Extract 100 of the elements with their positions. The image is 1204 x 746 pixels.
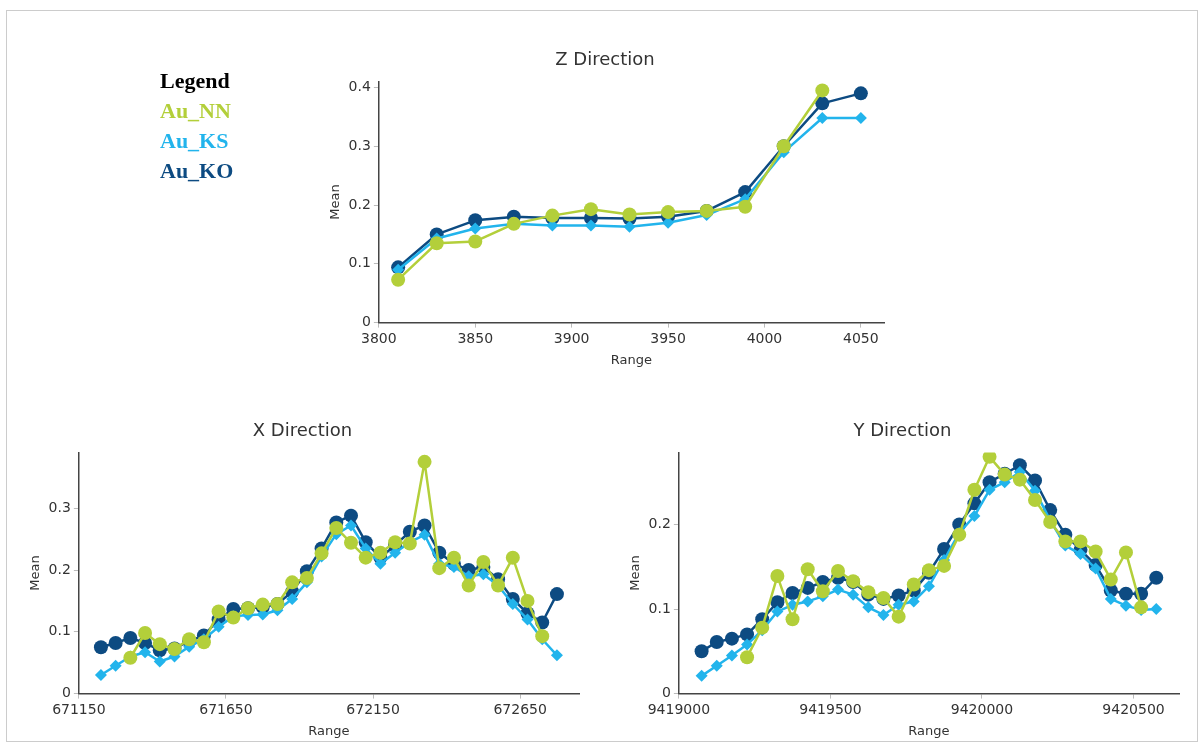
point <box>741 638 754 651</box>
y-tick-label: 0.2 <box>648 515 671 532</box>
point <box>93 640 108 655</box>
x-tick-label: 3850 <box>457 329 494 346</box>
point <box>196 635 211 650</box>
point <box>314 546 329 561</box>
point <box>391 272 406 287</box>
point <box>417 454 432 469</box>
point <box>109 659 122 672</box>
point <box>506 598 519 610</box>
point <box>344 535 358 550</box>
x-tick-label: 9420500 <box>1102 700 1165 717</box>
point <box>815 584 830 599</box>
y-tick-label: 0.1 <box>348 254 371 271</box>
point <box>801 595 814 608</box>
point <box>432 561 447 576</box>
chart-title: Z Direction <box>555 48 655 70</box>
x-tick-label: 671150 <box>52 700 106 717</box>
point <box>937 558 952 573</box>
point <box>622 207 637 222</box>
x-tick-label: 3950 <box>650 329 686 346</box>
point <box>1149 570 1164 585</box>
y-axis-title: Mean <box>627 555 643 591</box>
y-tick-label: 0.4 <box>348 78 371 95</box>
point <box>891 609 906 624</box>
point <box>1103 572 1118 587</box>
y-axis-title: Mean <box>327 184 343 220</box>
point <box>709 635 724 650</box>
point <box>535 629 550 644</box>
point <box>815 96 830 111</box>
chart-title: Y Direction <box>852 419 952 441</box>
point <box>771 605 784 618</box>
point <box>661 205 676 220</box>
point <box>725 649 738 662</box>
point <box>983 483 996 496</box>
y-tick-label: 0.3 <box>348 136 371 153</box>
point <box>862 601 875 614</box>
point <box>476 554 491 569</box>
point <box>1089 562 1102 575</box>
point <box>468 234 483 249</box>
point <box>695 669 708 682</box>
point <box>740 650 755 665</box>
point <box>877 608 890 621</box>
point <box>1012 472 1027 487</box>
point <box>152 637 167 652</box>
point <box>815 83 830 98</box>
point <box>1150 603 1163 616</box>
point <box>520 593 535 608</box>
y-tick-label: 0.1 <box>48 622 71 639</box>
point <box>299 571 314 586</box>
point <box>724 631 739 646</box>
point <box>584 219 597 232</box>
point <box>550 649 563 662</box>
point <box>968 510 981 523</box>
y-tick-label: 0.2 <box>48 560 71 577</box>
x-axis-title: Range <box>610 351 653 367</box>
x-tick-label: 672150 <box>346 700 400 717</box>
point <box>329 520 344 535</box>
y-tick-label: 0.1 <box>648 599 671 616</box>
x-tick-label: 3800 <box>361 329 397 346</box>
point <box>982 452 997 464</box>
point <box>418 528 431 541</box>
y-tick-label: 0 <box>61 684 71 701</box>
x-tick-label: 9420000 <box>950 700 1014 717</box>
point <box>623 220 636 233</box>
point <box>123 630 138 645</box>
point <box>891 588 906 603</box>
point <box>138 626 153 641</box>
point <box>212 620 225 633</box>
point <box>477 568 490 581</box>
point <box>521 613 534 626</box>
x-tick-label: 4050 <box>843 329 879 346</box>
point <box>446 550 461 565</box>
y-tick-label: 0 <box>361 313 371 330</box>
point <box>710 659 723 672</box>
point <box>211 604 226 619</box>
point <box>286 593 299 606</box>
point <box>967 482 982 497</box>
point <box>461 578 476 593</box>
legend-title: Legend <box>160 67 231 95</box>
text: Au_KO <box>160 157 234 185</box>
point <box>785 585 800 600</box>
x-tick-label: 3900 <box>553 329 590 346</box>
point <box>694 644 709 659</box>
point <box>755 620 770 635</box>
point <box>1074 548 1087 561</box>
point <box>153 655 166 668</box>
point <box>832 583 844 596</box>
point <box>344 508 358 523</box>
point <box>1073 534 1088 549</box>
y-tick-label: 0 <box>661 684 671 701</box>
point <box>816 112 829 125</box>
point <box>740 627 755 642</box>
point <box>831 563 845 578</box>
point <box>907 595 920 608</box>
point <box>139 646 152 659</box>
x-axis-title: Range <box>908 722 950 738</box>
point <box>853 86 868 101</box>
point <box>770 569 785 584</box>
point <box>549 587 564 602</box>
